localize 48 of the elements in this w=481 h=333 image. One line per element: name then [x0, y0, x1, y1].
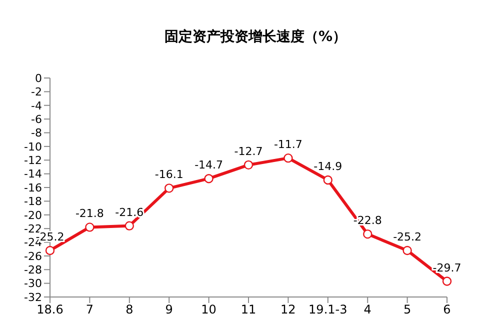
y-tick-label: -32	[24, 290, 42, 304]
chart-title: 固定资产投资增长速度（%）	[163, 28, 348, 47]
x-tick-label: 5	[403, 302, 412, 317]
data-label: -14.7	[194, 158, 224, 172]
y-tick-label: -26	[24, 250, 42, 263]
point	[442, 276, 452, 286]
y-tick-label: -8	[31, 126, 42, 140]
x-tick-label: 9	[165, 302, 173, 317]
x-tick-label: 6	[443, 302, 451, 317]
data-label: -12.7	[234, 144, 263, 158]
point	[323, 175, 332, 185]
data-label: -29.7	[432, 261, 462, 274]
x-tick-label: 19.1-3	[308, 302, 348, 317]
x-tick-label: 4	[364, 302, 372, 317]
point	[244, 160, 254, 170]
point	[402, 246, 412, 256]
point	[85, 222, 94, 232]
point	[204, 174, 214, 184]
x-tick-label: 12	[280, 302, 296, 317]
point	[124, 221, 134, 230]
y-tick-label: -22	[24, 222, 42, 236]
y-tick-label: -18	[24, 195, 42, 208]
point	[164, 184, 174, 193]
y-tick-label: -2	[31, 86, 42, 99]
x-tick-label: 7	[86, 302, 94, 317]
y-tick-label: -16	[24, 181, 42, 194]
x-tick-label: 8	[126, 302, 134, 317]
y-tick-label: -28	[24, 264, 42, 277]
point	[284, 153, 293, 163]
data-label: -21.6	[115, 206, 144, 219]
point	[45, 246, 55, 256]
data-label: -25.2	[393, 230, 422, 244]
data-label: -14.9	[314, 160, 342, 173]
x-tick-label: 11	[240, 302, 256, 317]
data-label: -16.1	[154, 168, 184, 182]
y-tick-label: -30	[24, 277, 42, 290]
y-tick-label: -14	[24, 168, 42, 181]
point	[363, 229, 372, 239]
y-tick-label: -6	[31, 112, 42, 126]
y-tick-label: -12	[24, 154, 42, 168]
data-label: -21.8	[75, 207, 104, 220]
x-tick-label: 18.6	[36, 302, 64, 317]
y-tick-label: -10	[24, 140, 42, 154]
data-label: -11.7	[274, 138, 302, 152]
y-tick-label: 0	[35, 72, 42, 85]
y-tick-label: -20	[24, 208, 42, 222]
y-tick-label: -4	[31, 99, 42, 112]
x-tick-label: 10	[201, 302, 216, 317]
